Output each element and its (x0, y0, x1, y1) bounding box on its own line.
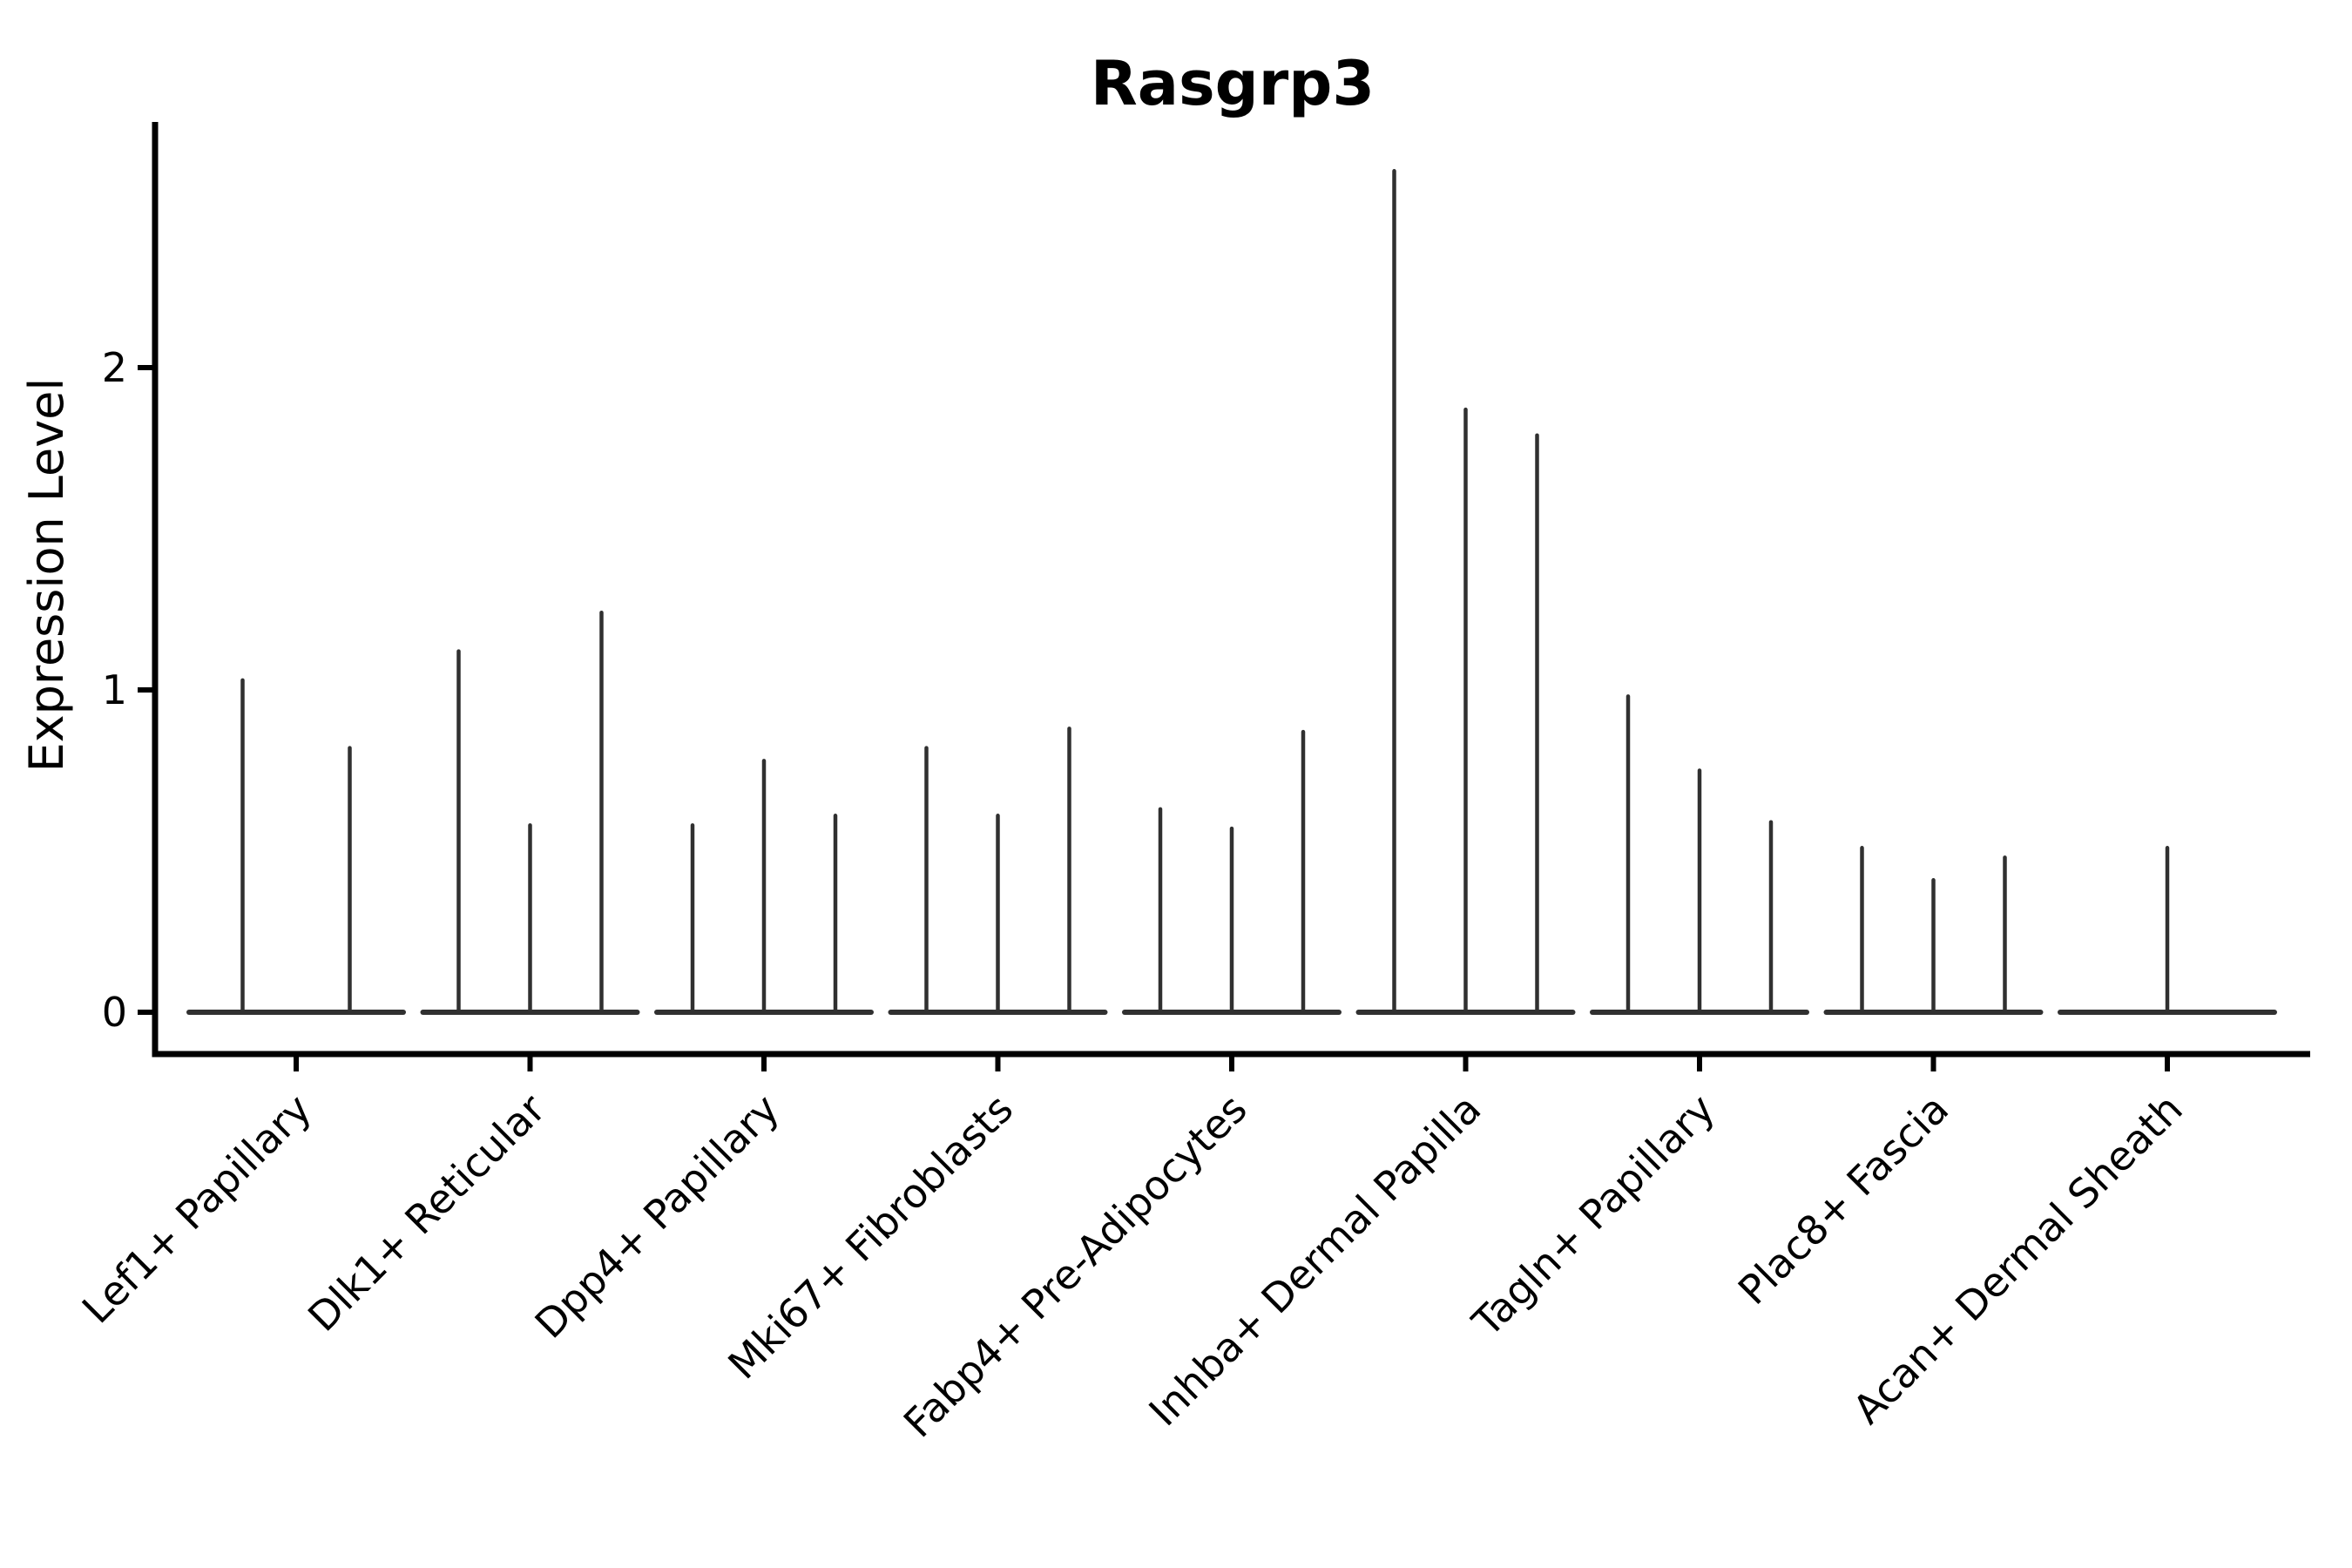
y-tick-label: 2 (102, 344, 127, 391)
axes-spines (152, 122, 2310, 1058)
y-tick-label: 0 (102, 989, 127, 1036)
x-axis-ticks (294, 1054, 2170, 1071)
x-category-label: Lef1+ Papillary (73, 1085, 321, 1333)
violin-series (186, 169, 2277, 1015)
x-category-label: Dpp4+ Papillary (526, 1085, 788, 1348)
x-category-label: Plac8+ Fascia (1729, 1085, 1957, 1314)
y-tick-label: 1 (102, 666, 127, 713)
x-category-label: Dlk1+ Reticular (299, 1085, 554, 1341)
chart-title: Rasgrp3 (1091, 48, 1375, 119)
y-axis-label: Expression Level (19, 378, 74, 773)
y-axis-ticks: 0 1 2 (102, 344, 155, 1036)
x-category-label: Tagln+ Papillary (1463, 1085, 1724, 1347)
